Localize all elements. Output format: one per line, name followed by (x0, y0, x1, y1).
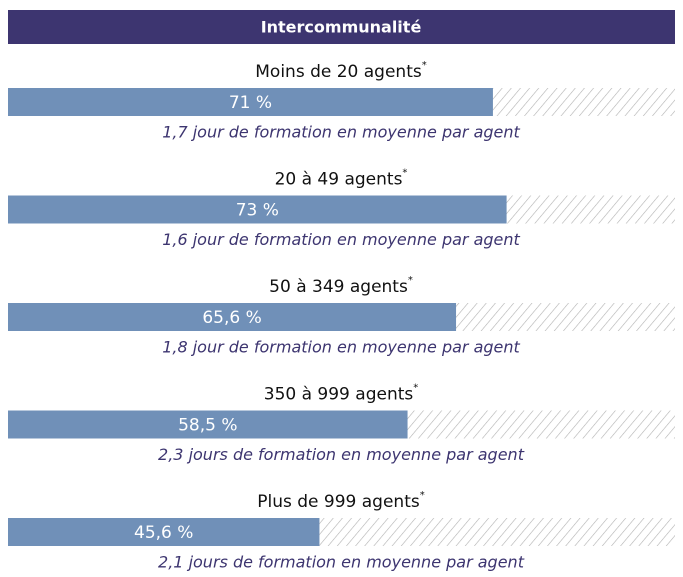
category-mark: * (422, 60, 427, 71)
note: 2,3 jours de formation en moyenne par ag… (158, 445, 525, 464)
category-mark: * (413, 383, 418, 394)
category-name: Plus de 999 agents (257, 492, 420, 512)
note: 1,8 jour de formation en moyenne par age… (162, 338, 520, 357)
bar (8, 410, 408, 439)
bar (8, 303, 457, 331)
value-label: 45,6 % (134, 523, 193, 543)
chart-title: Intercommunalité (261, 18, 422, 37)
category-mark: * (408, 275, 413, 286)
category-name: 50 à 349 agents (269, 277, 408, 297)
value-label: 58,5 % (178, 416, 237, 436)
category-label: 350 à 999 agents* (264, 383, 419, 405)
note: 1,6 jour de formation en moyenne par age… (162, 230, 520, 249)
category-label: Plus de 999 agents* (257, 490, 424, 512)
category-name: 350 à 999 agents (264, 385, 414, 405)
title-bar (8, 10, 675, 44)
category-name: 20 à 49 agents (275, 170, 403, 190)
bar (8, 518, 320, 546)
category-label: 20 à 49 agents* (275, 168, 408, 190)
value-label: 73 % (236, 201, 279, 221)
bar (8, 88, 493, 116)
category-mark: * (402, 168, 407, 179)
category-label: 50 à 349 agents* (269, 275, 413, 297)
value-label: 71 % (229, 93, 272, 113)
note: 1,7 jour de formation en moyenne par age… (162, 123, 520, 142)
category-mark: * (420, 490, 425, 501)
bar (8, 195, 507, 224)
note: 2,1 jours de formation en moyenne par ag… (158, 553, 525, 572)
category-label: Moins de 20 agents* (255, 60, 426, 82)
category-name: Moins de 20 agents (255, 62, 422, 82)
value-label: 65,6 % (202, 308, 261, 328)
